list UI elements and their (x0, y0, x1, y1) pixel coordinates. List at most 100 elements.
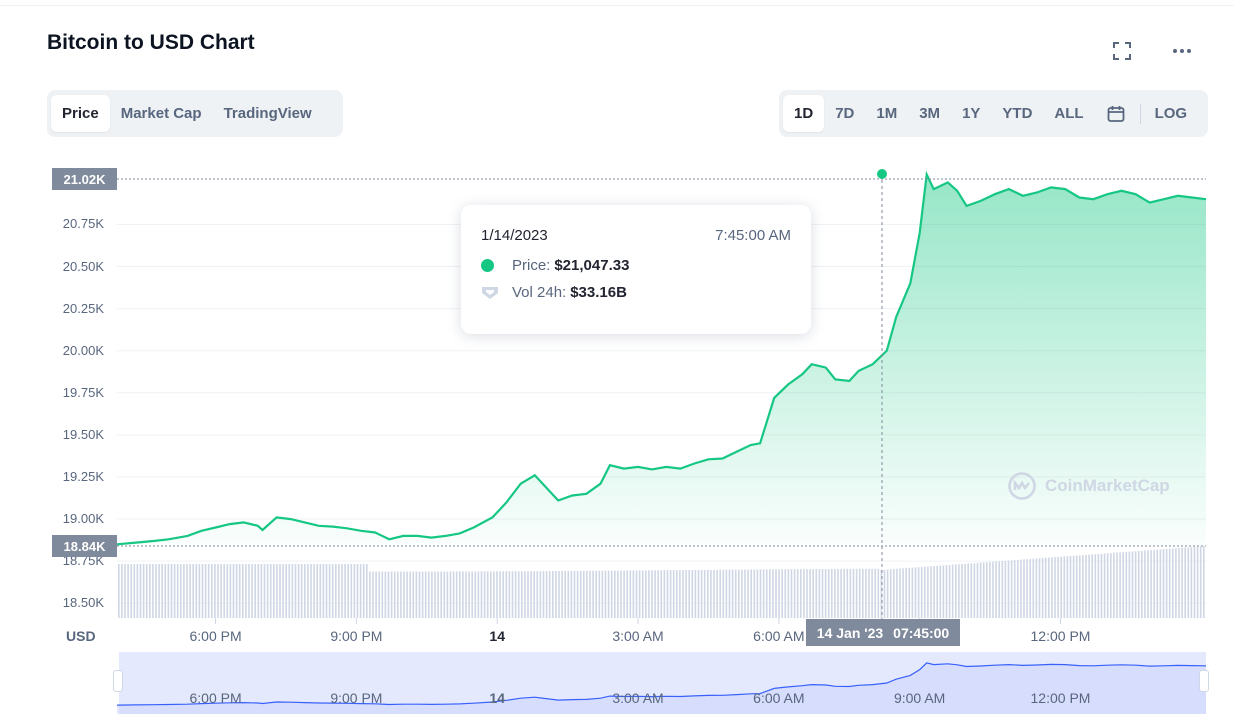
tab-price[interactable]: Price (51, 95, 110, 132)
volume-bar (149, 564, 151, 618)
range-1d[interactable]: 1D (783, 95, 825, 132)
volume-bar (480, 571, 483, 618)
volume-bar (452, 571, 455, 618)
volume-bar (1159, 549, 1162, 618)
volume-bar (750, 569, 752, 618)
volume-bar (1162, 549, 1165, 618)
volume-bar (731, 569, 734, 618)
cursor-point (877, 169, 887, 179)
volume-bar (617, 570, 619, 618)
volume-bar (837, 568, 839, 618)
volume-bar (976, 562, 979, 618)
volume-bar (741, 569, 743, 618)
range-7d[interactable]: 7D (835, 105, 855, 122)
log-toggle[interactable]: LOG (1154, 105, 1188, 122)
price-dot-icon (481, 259, 494, 272)
volume-bar (471, 571, 473, 618)
volume-bar (1119, 552, 1121, 618)
volume-bar (775, 569, 777, 618)
volume-bar (1175, 548, 1177, 618)
volume-bar (462, 571, 464, 618)
volume-bar (1023, 559, 1025, 618)
volume-bar (927, 566, 929, 618)
range-3m[interactable]: 3M (919, 105, 941, 122)
volume-bar (378, 571, 380, 618)
volume-bar (818, 569, 821, 618)
volume-bar (660, 570, 663, 618)
volume-bar (765, 569, 768, 618)
range-all[interactable]: ALL (1054, 105, 1084, 122)
volume-bar (1032, 558, 1035, 618)
calendar-icon[interactable] (1095, 95, 1137, 132)
volume-bar (1156, 549, 1159, 618)
volume-bar (1085, 554, 1087, 618)
volume-bar (1144, 550, 1146, 618)
navigator-right-handle[interactable] (1199, 670, 1209, 692)
volume-bar (1190, 547, 1193, 618)
volume-bar (384, 571, 387, 618)
volume-bar (331, 564, 334, 618)
volume-bar (787, 569, 790, 618)
volume-bar (437, 571, 439, 618)
volume-bar (638, 570, 641, 618)
volume-bar (502, 571, 504, 618)
volume-bar (635, 570, 638, 618)
volume-bar (139, 564, 142, 618)
volume-bar (933, 566, 935, 618)
tab-market-cap[interactable]: Market Cap (120, 105, 202, 122)
volume-bar (170, 564, 173, 618)
volume-bar (1134, 551, 1137, 618)
volume-bar (369, 571, 371, 618)
volume-bar (558, 571, 560, 618)
volume-bar (1094, 554, 1097, 618)
tooltip-date: 1/14/2023 (481, 227, 548, 244)
tooltip-vol-value: $33.16B (570, 284, 627, 301)
volume-bar (629, 570, 632, 618)
more-horizontal-icon[interactable] (1169, 38, 1195, 64)
volume-bar (412, 571, 415, 618)
volume-bar (1128, 551, 1131, 618)
volume-bar (505, 571, 508, 618)
fullscreen-icon[interactable] (1109, 38, 1135, 64)
volume-bar (982, 562, 985, 618)
range-1y[interactable]: 1Y (962, 105, 981, 122)
volume-bar (1029, 559, 1031, 618)
volume-bar (682, 570, 684, 618)
volume-bar (211, 564, 213, 618)
volume-bar (1063, 556, 1066, 618)
range-1m[interactable]: 1M (876, 105, 898, 122)
navigator-left-handle[interactable] (113, 670, 123, 692)
cursor-date: 14 Jan '23 (816, 624, 884, 641)
volume-bar (1079, 555, 1081, 618)
volume-bar (951, 564, 954, 618)
volume-bar (1072, 555, 1075, 618)
volume-bar (449, 571, 452, 618)
volume-bar (300, 564, 303, 618)
volume-bar (260, 564, 263, 618)
volume-bar (1168, 548, 1171, 618)
volume-bar (1116, 552, 1118, 618)
volume-bar (707, 569, 709, 618)
volume-bar (229, 564, 232, 618)
range-ytd[interactable]: YTD (1002, 105, 1033, 122)
tab-tradingview[interactable]: TradingView (223, 105, 312, 122)
volume-bar (722, 569, 725, 618)
volume-bar (806, 569, 808, 618)
tooltip-vol-label: Vol 24h: (512, 284, 567, 301)
y-tick-label: 20.75K (62, 216, 104, 232)
x-tick-label: 14 (489, 628, 505, 644)
volume-bar (341, 564, 343, 618)
volume-bar (508, 571, 511, 618)
volume-bar (288, 564, 291, 618)
volume-bar (145, 564, 148, 618)
volume-bar (350, 564, 353, 618)
volume-bar (1137, 551, 1140, 618)
volume-bar (207, 564, 210, 618)
volume-bar (1060, 556, 1062, 618)
volume-bar (880, 569, 883, 618)
volume-bar (669, 570, 672, 618)
range-divider (1139, 103, 1141, 124)
price-line (116, 170, 1207, 546)
volume-bar (1193, 546, 1196, 618)
